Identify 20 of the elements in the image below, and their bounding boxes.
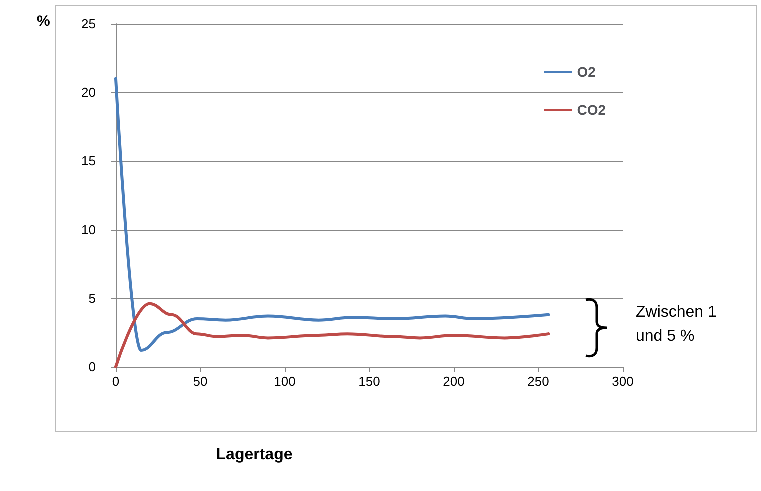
x-tick-label: 100 [274,374,296,389]
x-tick-label: 50 [193,374,208,389]
line-series [114,302,550,368]
x-tick-label: 150 [358,374,380,389]
y-tick-label: 15 [82,154,96,169]
y-tick-label: 25 [82,16,96,32]
x-axis-title: Lagertage [216,446,293,464]
x-tick-label: 250 [528,374,550,389]
legend-label: O2 [577,64,596,80]
text: Zwischen 1 und 5 % [636,303,717,347]
legend-label: CO2 [577,102,606,118]
y-axis-title: % [37,13,50,30]
y-tick-label: 5 [88,290,96,306]
y-tick-label: 0 [88,360,96,374]
line-series [114,77,550,352]
y-tick-label: 10 [82,222,96,238]
y-tick-label: 20 [82,85,96,100]
x-tick-label: 200 [443,374,465,389]
x-tick-label: 0 [112,374,120,389]
x-tick-label: 300 [612,374,634,389]
